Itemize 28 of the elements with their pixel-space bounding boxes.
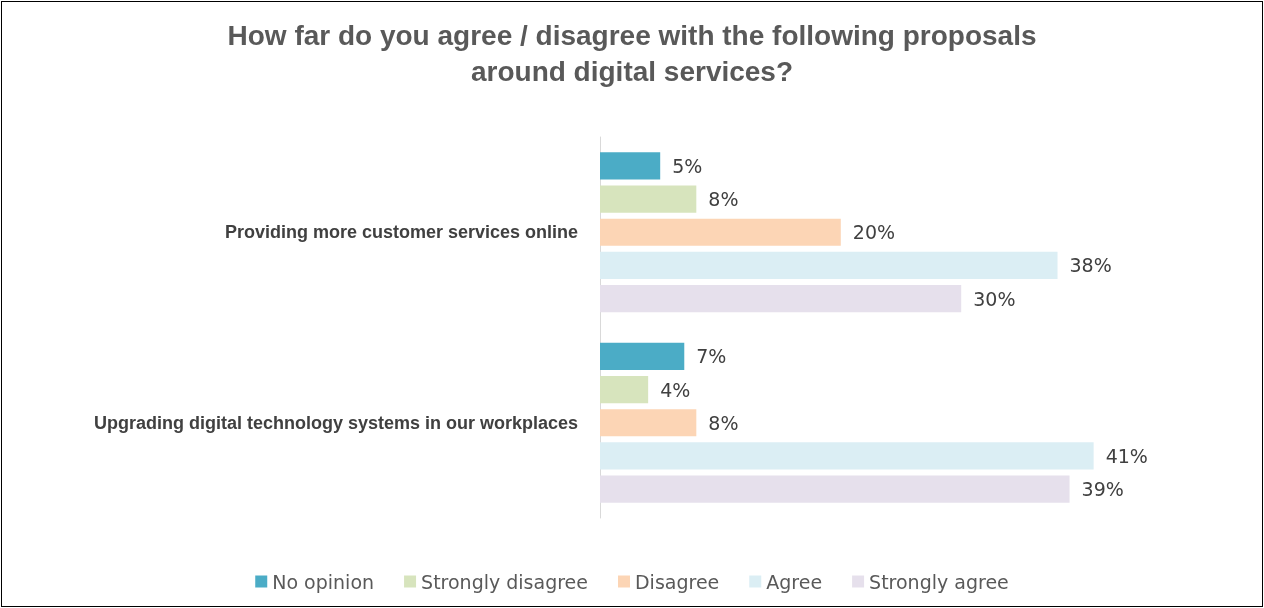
data-label: 39% (1081, 478, 1124, 501)
bar (600, 218, 841, 246)
chart-title: How far do you agree / disagree with the following proposals around digital services? (227, 19, 1037, 87)
y-tick-label: Providing more customer services online (224, 222, 578, 243)
legend-label: Agree (766, 570, 823, 593)
data-label: 5% (672, 154, 703, 177)
legend-label: Strongly disagree (421, 570, 588, 593)
bar (600, 185, 697, 213)
legend-label: No opinion (272, 570, 375, 593)
data-label: 4% (660, 378, 691, 401)
legend-label: Strongly agree (869, 570, 1009, 593)
data-label: 7% (696, 345, 727, 368)
bar (600, 409, 697, 437)
bar (600, 152, 661, 180)
bar (600, 342, 685, 370)
bar (600, 475, 1070, 503)
bar (600, 442, 1094, 470)
bar (600, 375, 649, 404)
legend-label: Disagree (634, 570, 720, 593)
data-label: 41% (1105, 444, 1148, 467)
data-label: 8% (708, 188, 739, 211)
data-label: 20% (852, 221, 896, 244)
data-label: 38% (1069, 254, 1112, 277)
bar (600, 285, 962, 313)
bar (600, 251, 1058, 280)
y-tick-label: Upgrading digital technology systems in our workplaces (93, 412, 578, 433)
data-label: 30% (973, 287, 1016, 310)
data-label: 8% (708, 411, 739, 434)
